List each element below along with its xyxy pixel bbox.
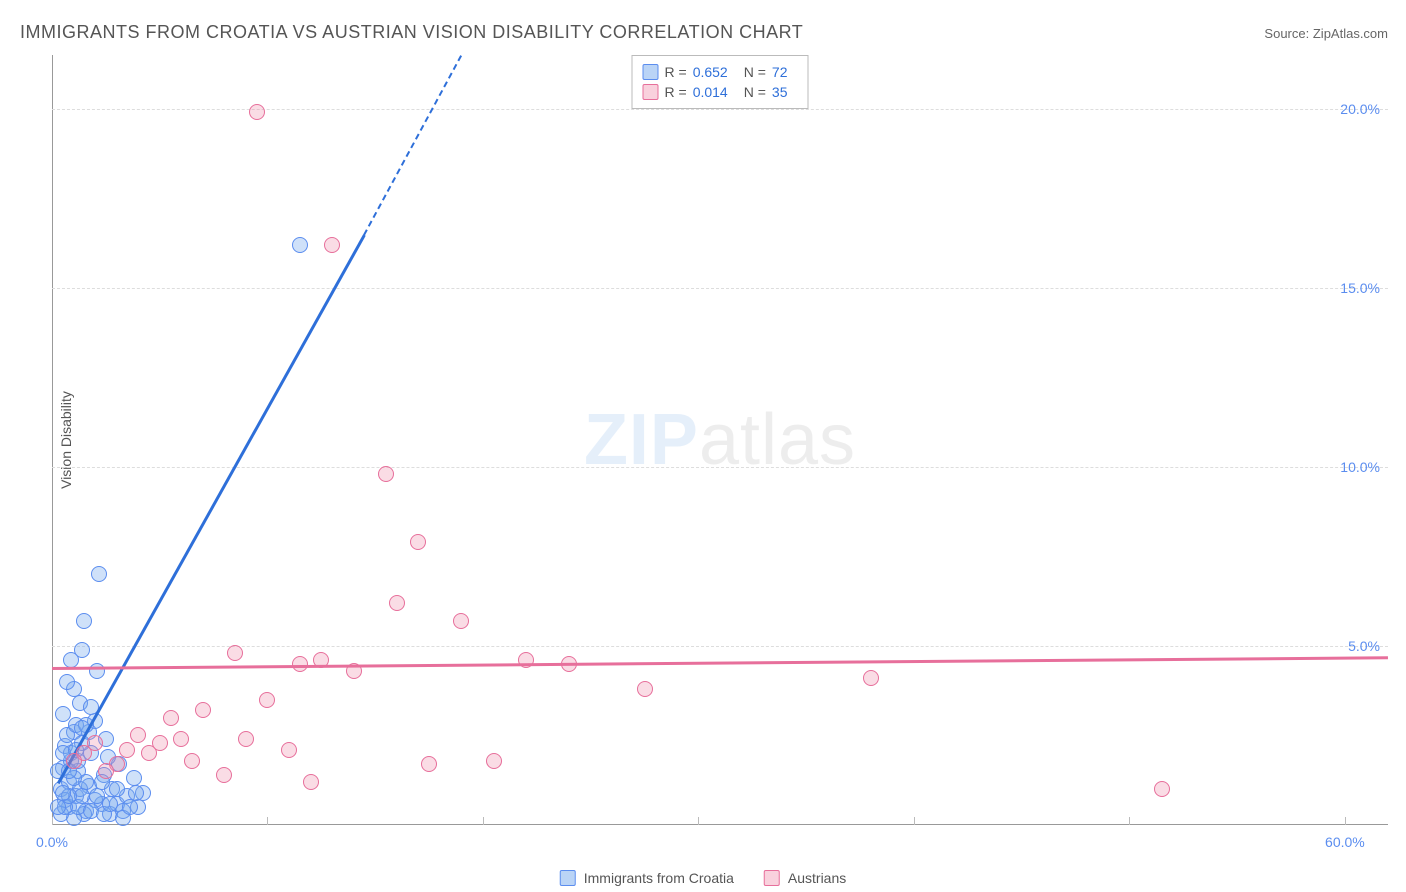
watermark-zip: ZIP xyxy=(584,400,699,480)
x-tick-label: 60.0% xyxy=(1325,834,1365,850)
scatter-point xyxy=(637,681,653,697)
scatter-point xyxy=(59,674,75,690)
scatter-point xyxy=(195,702,211,718)
legend-swatch xyxy=(764,870,780,886)
y-tick-label: 15.0% xyxy=(1340,280,1380,296)
bottom-legend-label: Austrians xyxy=(788,870,846,886)
grid-line xyxy=(52,646,1388,647)
scatter-point xyxy=(128,785,144,801)
scatter-point xyxy=(249,104,265,120)
scatter-point xyxy=(281,742,297,758)
scatter-point xyxy=(216,767,232,783)
legend-swatch xyxy=(643,64,659,80)
legend-row: R = 0.014 N = 35 xyxy=(643,82,798,102)
x-tick xyxy=(1345,817,1346,825)
scatter-point xyxy=(518,652,534,668)
scatter-point xyxy=(98,763,114,779)
grid-line xyxy=(52,467,1388,468)
source-attribution: Source: ZipAtlas.com xyxy=(1264,26,1388,41)
legend-r-value: 0.652 xyxy=(693,64,728,80)
scatter-point xyxy=(76,613,92,629)
x-tick-label: 0.0% xyxy=(36,834,68,850)
scatter-point xyxy=(122,799,138,815)
scatter-point xyxy=(421,756,437,772)
scatter-point xyxy=(89,663,105,679)
scatter-point xyxy=(55,785,71,801)
scatter-point xyxy=(389,595,405,611)
y-axis-line xyxy=(52,55,53,825)
bottom-legend: Immigrants from Croatia Austrians xyxy=(560,870,847,886)
scatter-point xyxy=(152,735,168,751)
grid-line xyxy=(52,288,1388,289)
bottom-legend-item: Immigrants from Croatia xyxy=(560,870,734,886)
y-tick-label: 10.0% xyxy=(1340,459,1380,475)
scatter-point xyxy=(1154,781,1170,797)
scatter-point xyxy=(184,753,200,769)
legend-swatch xyxy=(643,84,659,100)
scatter-point xyxy=(453,613,469,629)
legend-n-label: N = xyxy=(744,84,766,100)
y-tick-label: 20.0% xyxy=(1340,101,1380,117)
bottom-legend-item: Austrians xyxy=(764,870,846,886)
scatter-point xyxy=(130,727,146,743)
legend-r-label: R = xyxy=(665,84,687,100)
x-tick xyxy=(483,817,484,825)
source-label: Source: xyxy=(1264,26,1309,41)
scatter-point xyxy=(238,731,254,747)
x-tick xyxy=(914,817,915,825)
correlation-legend-box: R = 0.652 N = 72 R = 0.014 N = 35 xyxy=(632,55,809,109)
scatter-point xyxy=(109,781,125,797)
scatter-point xyxy=(259,692,275,708)
trend-line xyxy=(57,235,365,784)
chart-title: IMMIGRANTS FROM CROATIA VS AUSTRIAN VISI… xyxy=(20,22,803,43)
source-link[interactable]: ZipAtlas.com xyxy=(1313,26,1388,41)
legend-row: R = 0.652 N = 72 xyxy=(643,62,798,82)
scatter-point xyxy=(292,656,308,672)
scatter-point xyxy=(486,753,502,769)
scatter-point xyxy=(119,742,135,758)
scatter-point xyxy=(87,735,103,751)
legend-n-label: N = xyxy=(744,64,766,80)
x-tick xyxy=(698,817,699,825)
y-tick-label: 5.0% xyxy=(1348,638,1380,654)
scatter-point xyxy=(173,731,189,747)
chart-container: IMMIGRANTS FROM CROATIA VS AUSTRIAN VISI… xyxy=(0,0,1406,892)
scatter-point xyxy=(410,534,426,550)
scatter-point xyxy=(50,799,66,815)
legend-n-value: 35 xyxy=(772,84,788,100)
trend-line xyxy=(52,657,1388,670)
x-tick xyxy=(1129,817,1130,825)
trend-line xyxy=(364,56,463,236)
scatter-point xyxy=(863,670,879,686)
scatter-point xyxy=(324,237,340,253)
scatter-point xyxy=(66,753,82,769)
scatter-point xyxy=(303,774,319,790)
x-axis-line xyxy=(52,824,1388,825)
watermark-atlas: atlas xyxy=(699,400,856,480)
scatter-point xyxy=(163,710,179,726)
scatter-point xyxy=(378,466,394,482)
legend-n-value: 72 xyxy=(772,64,788,80)
watermark: ZIPatlas xyxy=(584,399,856,481)
plot-area: Vision Disability ZIPatlas R = 0.652 N = 72… xyxy=(52,55,1388,825)
x-tick xyxy=(267,817,268,825)
y-axis-label: Vision Disability xyxy=(58,391,74,489)
legend-r-value: 0.014 xyxy=(693,84,728,100)
scatter-point xyxy=(102,796,118,812)
legend-r-label: R = xyxy=(665,64,687,80)
legend-swatch xyxy=(560,870,576,886)
scatter-point xyxy=(292,237,308,253)
bottom-legend-label: Immigrants from Croatia xyxy=(584,870,734,886)
scatter-point xyxy=(227,645,243,661)
scatter-point xyxy=(91,566,107,582)
